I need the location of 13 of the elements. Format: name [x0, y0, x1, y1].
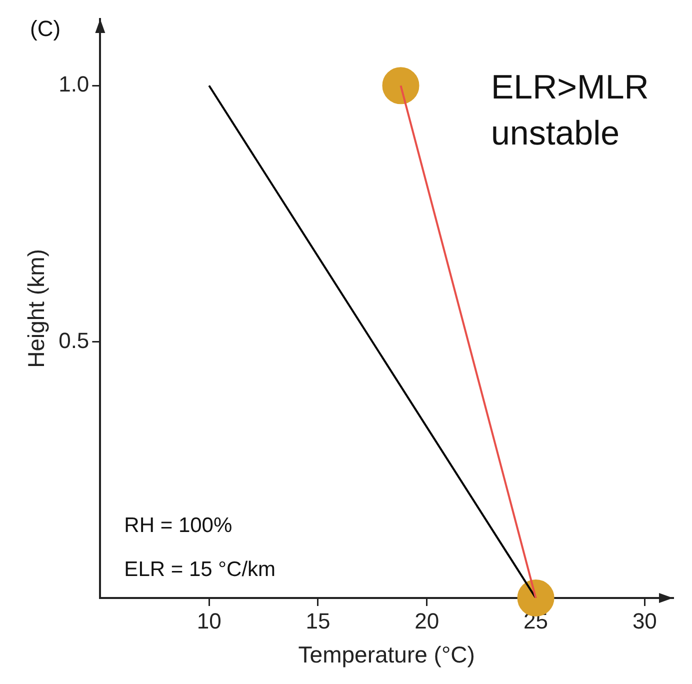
- annotation: ELR = 15 °C/km: [124, 558, 276, 581]
- y-tick-label: 0.5: [58, 328, 90, 353]
- y-tick-label: 1.0: [58, 72, 90, 97]
- annotation: RH = 100%: [124, 514, 232, 537]
- x-tick-label: 30: [632, 608, 657, 634]
- x-axis-title: Temperature (°C): [298, 642, 475, 668]
- text: (C): [30, 16, 61, 42]
- x-tick-label: 15: [306, 608, 330, 634]
- y-axis-title: Height (km): [23, 249, 50, 368]
- x-tick-label: 20: [414, 608, 440, 634]
- annotation: unstable: [491, 114, 620, 152]
- x-tick-label: 10: [196, 608, 222, 634]
- annotation: ELR>MLR: [491, 68, 649, 106]
